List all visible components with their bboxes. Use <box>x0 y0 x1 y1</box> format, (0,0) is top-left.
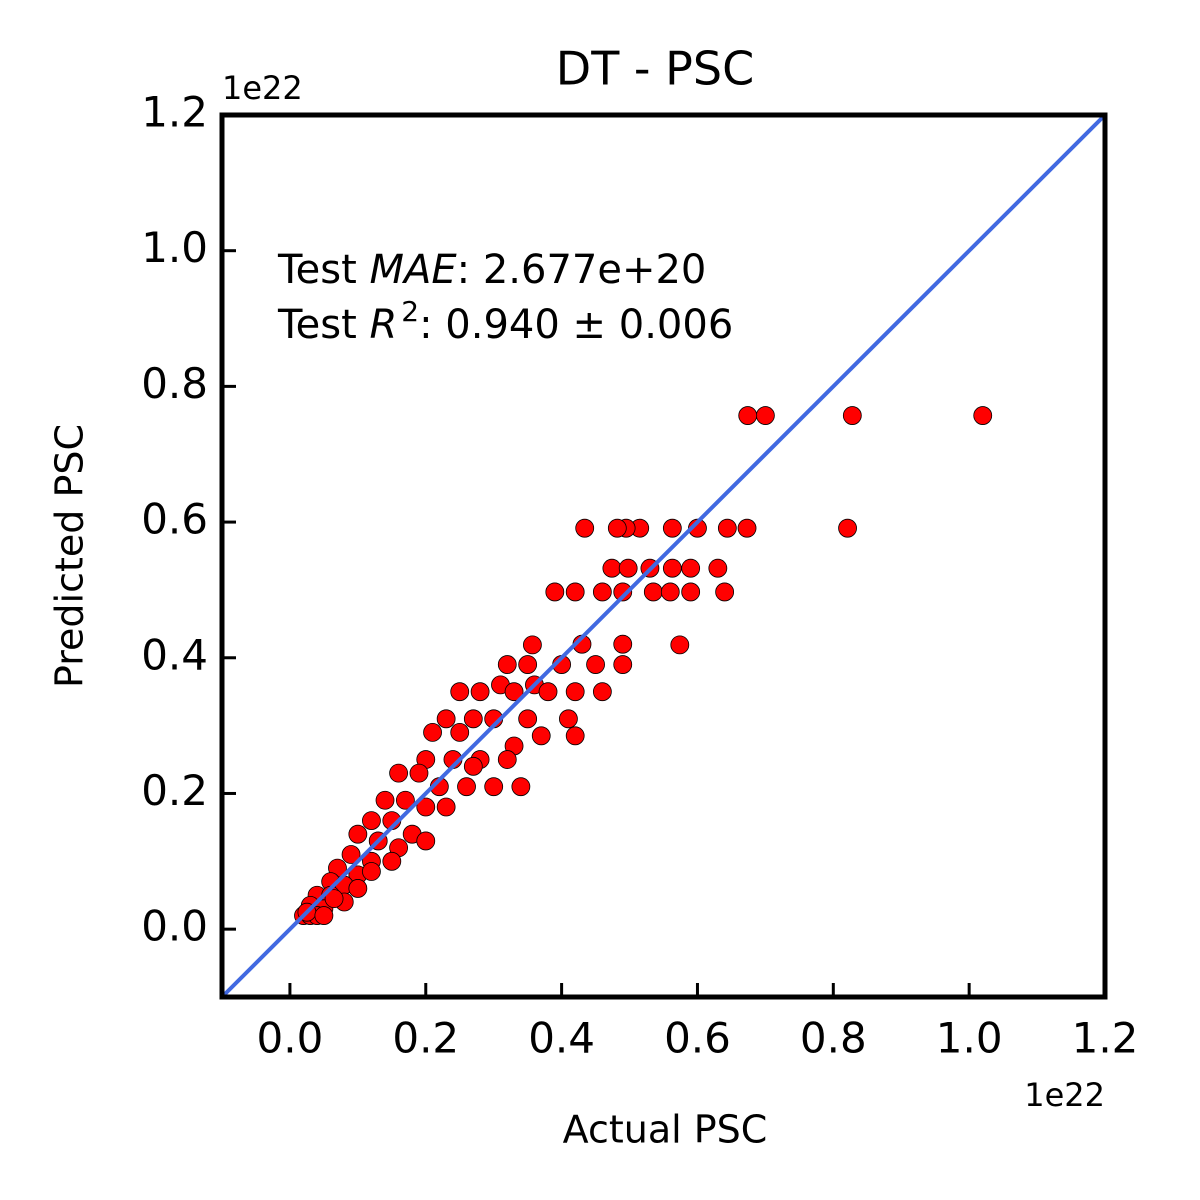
y-tick-label: 0.6 <box>141 495 208 544</box>
x-offset-label: 1e22 <box>1024 1076 1105 1114</box>
y-axis-label: Predicted PSC <box>48 424 92 688</box>
point <box>681 582 701 602</box>
point <box>497 655 517 674</box>
point <box>511 777 531 797</box>
point <box>643 582 663 602</box>
point <box>681 558 701 578</box>
point <box>463 756 483 776</box>
point <box>688 518 707 538</box>
y-offset-label: 1e22 <box>222 69 303 107</box>
point <box>416 797 436 817</box>
point <box>463 709 483 729</box>
point <box>565 582 585 602</box>
reference-line <box>220 113 1107 999</box>
y-tick-label: 0.2 <box>141 766 208 815</box>
point <box>613 582 633 602</box>
point <box>602 558 622 578</box>
x-tick-label: 0.2 <box>392 1014 459 1063</box>
point <box>375 790 395 810</box>
annotation-superscript: 2 <box>401 295 419 328</box>
annotation: Test MAE: 2.677e+20 <box>277 247 706 293</box>
point <box>613 634 633 654</box>
x-tick-label: 0.8 <box>800 1014 867 1063</box>
point <box>324 889 344 909</box>
point <box>518 655 538 674</box>
point <box>575 518 595 538</box>
point <box>436 709 456 729</box>
point <box>838 518 857 538</box>
point <box>436 797 456 817</box>
point <box>715 582 735 602</box>
chart-title: DT - PSC <box>556 42 754 96</box>
point <box>613 655 633 674</box>
point <box>738 406 758 425</box>
point <box>523 635 542 655</box>
point <box>755 406 775 425</box>
point <box>660 582 680 602</box>
point <box>592 582 612 602</box>
point <box>717 518 737 538</box>
point <box>395 790 415 810</box>
annotation-text: Test <box>277 302 369 348</box>
point <box>341 845 361 864</box>
point <box>382 851 402 871</box>
y-tick-label: 1.2 <box>141 88 208 137</box>
annotation-text: Test <box>277 247 369 293</box>
point <box>362 862 381 881</box>
point <box>618 558 638 578</box>
x-tick-label: 0.0 <box>257 1014 324 1063</box>
annotation: Test R 2: 0.940 ± 0.006 <box>277 295 733 348</box>
annotation-symbol: R <box>369 302 397 348</box>
point <box>416 831 436 851</box>
point <box>670 635 690 655</box>
annotation-text: : 2.677e+20 <box>457 247 707 293</box>
point <box>389 763 409 783</box>
point <box>662 518 682 538</box>
point <box>497 750 517 769</box>
point <box>531 726 551 746</box>
point <box>708 558 728 578</box>
point <box>457 777 476 797</box>
x-tick-label: 1.2 <box>1072 1014 1139 1063</box>
point <box>450 682 470 702</box>
point <box>348 824 368 844</box>
point <box>973 406 993 425</box>
point <box>538 682 558 702</box>
point <box>409 763 429 783</box>
point <box>842 406 862 425</box>
annotation-text: : 0.940 ± 0.006 <box>419 302 733 348</box>
point <box>607 518 627 538</box>
x-tick-label: 0.6 <box>664 1014 731 1063</box>
point <box>565 726 585 746</box>
point <box>662 558 682 578</box>
point <box>737 518 757 538</box>
point <box>504 682 524 702</box>
y-tick-label: 1.0 <box>141 223 208 272</box>
point <box>559 709 578 729</box>
point <box>348 879 368 898</box>
point <box>586 655 605 674</box>
y-tick-label: 0.0 <box>141 902 208 951</box>
y-tick-label: 0.8 <box>141 359 208 408</box>
y-tick-label: 0.4 <box>141 630 208 679</box>
x-axis-label: Actual PSC <box>563 1108 768 1152</box>
point <box>565 682 585 702</box>
point <box>314 906 334 925</box>
point <box>470 682 490 702</box>
point <box>423 723 442 742</box>
point <box>518 709 538 729</box>
point <box>362 811 381 830</box>
point <box>592 682 612 702</box>
annotation-symbol: MAE <box>369 247 457 293</box>
point <box>484 777 504 797</box>
point <box>450 723 470 742</box>
x-tick-label: 1.0 <box>936 1014 1003 1063</box>
x-tick-label: 0.4 <box>528 1014 595 1063</box>
plot-frame <box>219 112 1108 1000</box>
point <box>545 582 565 602</box>
